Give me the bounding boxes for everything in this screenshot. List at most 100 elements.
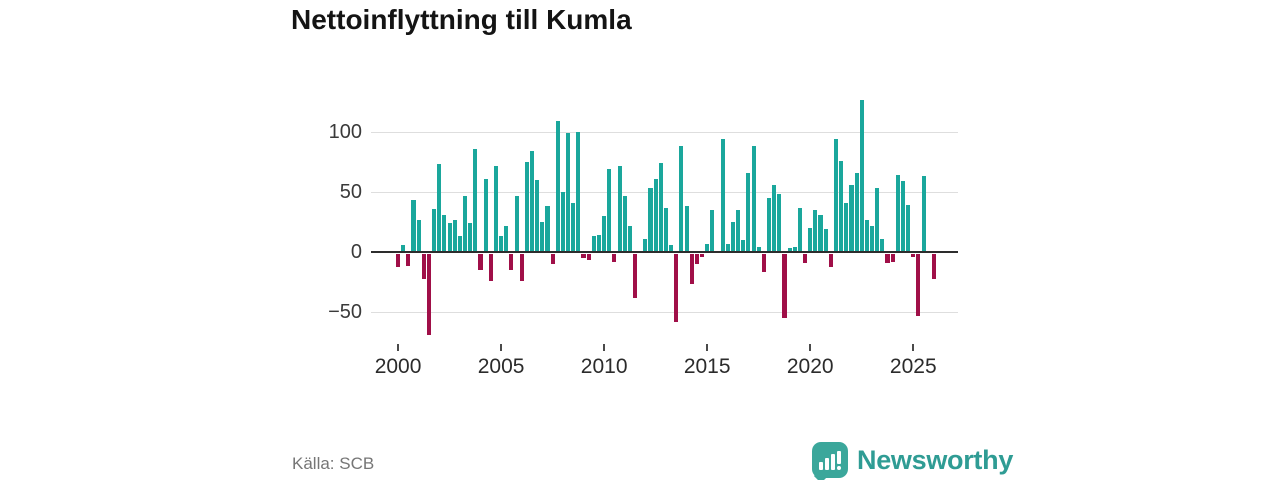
x-tick-mark: [500, 344, 503, 351]
bar: [787, 248, 792, 252]
y-tick-label: −50: [328, 301, 362, 323]
bar: [483, 178, 488, 252]
bar: [684, 206, 689, 252]
bar: [473, 148, 478, 252]
bar: [633, 253, 638, 298]
bar: [545, 206, 550, 252]
bar: [839, 160, 844, 252]
bar: [803, 253, 808, 264]
newsworthy-logo-icon: [812, 442, 848, 480]
source-note: Källa: SCB: [292, 454, 375, 473]
bar: [828, 253, 833, 267]
bar: [452, 219, 457, 252]
x-tick-label: 2010: [580, 355, 628, 378]
bar: [602, 216, 607, 252]
bar: [916, 253, 921, 316]
bar: [396, 253, 401, 267]
bar: [529, 151, 535, 252]
bar: [560, 192, 565, 252]
bar: [797, 207, 802, 252]
bar: [468, 223, 473, 252]
bar: [462, 195, 468, 252]
bar: [864, 219, 869, 252]
bar: [885, 253, 890, 264]
bar: [890, 253, 895, 262]
bar: [401, 244, 406, 252]
bar: [658, 163, 663, 252]
bar: [566, 133, 571, 252]
bar: [617, 165, 622, 252]
bar: [818, 214, 823, 252]
x-tick-mark: [912, 344, 915, 351]
bar: [792, 247, 797, 252]
bar: [550, 253, 555, 265]
bar: [581, 253, 586, 259]
bar: [895, 175, 900, 252]
bar: [607, 169, 612, 252]
bar: [782, 253, 787, 319]
bar: [643, 238, 648, 252]
bar: [432, 208, 437, 252]
bar: [875, 188, 880, 252]
bar: [921, 176, 926, 252]
bar: [699, 253, 705, 258]
bar: [586, 253, 591, 260]
bar: [705, 243, 710, 252]
bar: [900, 181, 906, 252]
x-tick-mark: [397, 344, 400, 351]
bar: [426, 253, 431, 336]
bar: [766, 198, 772, 252]
bar: [504, 225, 509, 252]
bar: [509, 253, 514, 271]
bar: [457, 236, 462, 252]
gridline: [371, 191, 958, 193]
y-tick-label: 50: [339, 181, 362, 203]
y-tick-label: 0: [350, 241, 362, 263]
bar: [540, 222, 545, 252]
bar: [447, 223, 452, 252]
bar: [411, 200, 416, 252]
bar: [442, 214, 447, 252]
bar: [499, 236, 504, 252]
x-tick-label: 2025: [889, 355, 937, 378]
bar: [751, 146, 756, 252]
bar: [813, 210, 818, 252]
bar: [931, 253, 936, 279]
bar: [663, 207, 669, 252]
bar: [833, 139, 839, 252]
bar: [519, 253, 524, 282]
x-tick-label: 2015: [683, 355, 731, 378]
bar: [555, 121, 560, 252]
bar: [669, 244, 674, 252]
bar: [849, 184, 854, 252]
bar: [844, 202, 849, 252]
gridline: [371, 131, 958, 133]
bar: [596, 235, 602, 252]
bar: [406, 253, 411, 266]
bar: [772, 184, 777, 252]
newsworthy-brand: Newsworthy: [812, 442, 1014, 480]
bar: [720, 139, 725, 252]
bar: [725, 243, 730, 252]
bar: [437, 164, 442, 252]
bar: [880, 238, 885, 252]
brand-name: Newsworthy: [857, 444, 1014, 475]
bar: [746, 172, 751, 252]
x-tick-label: 2020: [786, 355, 834, 378]
bar: [612, 253, 617, 262]
bar: [478, 253, 483, 271]
bar-chart-glyph: [819, 451, 841, 470]
bar: [576, 132, 581, 252]
bar: [514, 195, 519, 252]
bar: [777, 194, 782, 252]
bar: [911, 253, 916, 258]
bar: [524, 162, 529, 252]
bar: [710, 210, 715, 252]
bar: [689, 253, 694, 284]
x-tick-label: 2005: [477, 355, 525, 378]
x-tick-mark: [603, 344, 606, 351]
bar: [694, 253, 699, 265]
chart-title: Nettoinflyttning till Kumla: [291, 4, 632, 35]
